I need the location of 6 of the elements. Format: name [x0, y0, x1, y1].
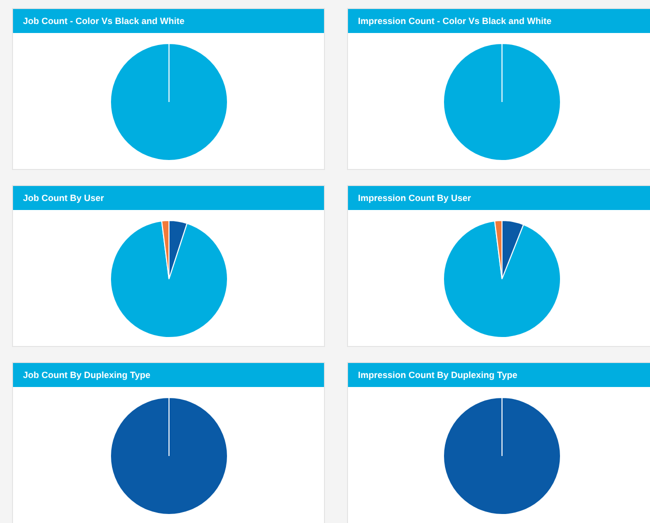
chart-title: Job Count By User	[13, 186, 324, 210]
chart-title: Job Count By Duplexing Type	[13, 363, 324, 387]
chart-title: Impression Count By User	[348, 186, 650, 210]
chart-title: Job Count - Color Vs Black and White	[13, 9, 324, 33]
chart-title: Impression Count - Color Vs Black and White	[348, 9, 650, 33]
chart-title: Impression Count By Duplexing Type	[348, 363, 650, 387]
